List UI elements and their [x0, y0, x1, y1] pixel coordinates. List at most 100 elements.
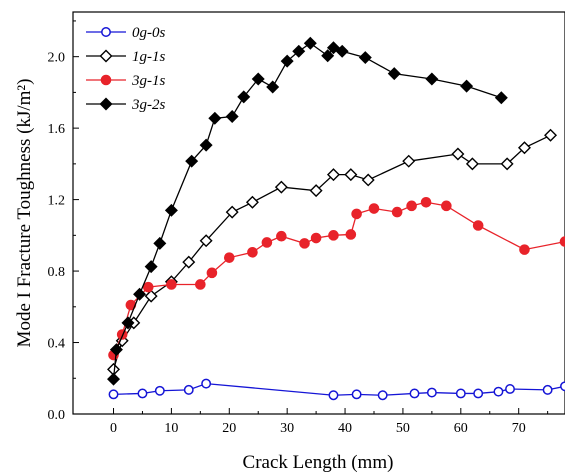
data-point [206, 267, 218, 279]
data-point [183, 384, 194, 395]
data-point [406, 200, 417, 212]
legend-label: 1g-1s [132, 49, 165, 65]
data-point [451, 147, 465, 161]
x-tick-label: 10 [164, 421, 178, 436]
data-point [166, 279, 177, 290]
plot-frame [72, 11, 565, 415]
series-layer [107, 36, 565, 401]
x-tick-label: 60 [454, 421, 468, 436]
data-point [335, 44, 349, 58]
data-point [133, 287, 147, 301]
data-point [195, 279, 206, 290]
data-point [101, 27, 111, 37]
data-point [544, 128, 558, 142]
data-point [251, 72, 265, 86]
data-point [164, 203, 178, 217]
data-point [402, 154, 416, 168]
data-point [328, 230, 339, 241]
x-tick-label: 70 [512, 421, 526, 436]
data-point [137, 388, 148, 399]
data-point [542, 384, 553, 395]
x-tick-label: 20 [222, 421, 236, 436]
data-point [345, 229, 357, 240]
data-point [99, 97, 113, 111]
legend-item-0g-0s: 0g-0s [86, 25, 165, 41]
data-point [377, 390, 388, 401]
data-point [351, 389, 362, 400]
legend: 0g-0s 1g-1s 3g-1s 3g-2s [86, 25, 165, 113]
data-point [247, 247, 258, 258]
data-point [182, 255, 196, 269]
y-tick-label: 0.4 [48, 337, 66, 352]
data-point [344, 168, 358, 182]
data-point [472, 220, 484, 231]
y-tick-label: 1.2 [48, 194, 66, 209]
series-3g-1s [108, 196, 565, 361]
data-point [276, 230, 287, 242]
series-3g-2s [107, 36, 508, 386]
data-point [274, 180, 288, 194]
x-tick-label: 40 [338, 421, 352, 436]
data-point [154, 385, 165, 396]
y-tick-label: 0.0 [48, 408, 66, 423]
legend-label: 3g-2s [131, 97, 165, 113]
y-tick-label: 0.8 [48, 265, 66, 280]
data-point [201, 378, 212, 389]
legend-item-1g-1s: 1g-1s [86, 49, 165, 65]
data-point [108, 389, 119, 400]
axes-layer: 0 10 20 30 40 50 60 70 0.0 0.4 0.8 1.2 1.6 2.0 [48, 20, 549, 436]
data-point [153, 236, 167, 250]
data-point [465, 157, 479, 171]
data-point [266, 80, 280, 94]
data-point [387, 67, 401, 81]
data-point [409, 388, 420, 399]
data-point [185, 154, 199, 168]
y-axis-label: Mode I Fracture Toughness (kJ/m²) [14, 79, 35, 348]
data-point [299, 238, 310, 249]
x-tick-label: 0 [110, 421, 117, 436]
legend-item-3g-2s: 3g-2s [86, 97, 165, 113]
legend-label: 3g-1s [131, 73, 165, 89]
data-point [99, 49, 113, 63]
data-point [144, 289, 158, 303]
x-tick-label: 30 [280, 421, 294, 436]
data-point [109, 343, 123, 357]
data-point [199, 234, 213, 248]
data-point [559, 236, 565, 247]
data-point [292, 44, 306, 58]
series-0g-0s [108, 378, 565, 401]
data-point [368, 203, 380, 214]
data-point [560, 381, 565, 392]
data-point [328, 390, 339, 401]
data-point [420, 196, 432, 208]
data-point [208, 111, 222, 125]
data-point [460, 79, 474, 93]
y-tick-label: 1.6 [48, 122, 66, 137]
data-point [425, 72, 439, 86]
data-point [225, 110, 239, 124]
data-point [261, 237, 273, 248]
data-point [500, 157, 514, 171]
data-point [517, 141, 531, 155]
legend-label: 0g-0s [132, 25, 165, 41]
data-point [223, 252, 235, 263]
data-point [351, 208, 362, 220]
data-point [225, 205, 239, 219]
plot-border [72, 11, 565, 415]
data-point [142, 281, 154, 293]
data-point [358, 51, 372, 65]
data-point [245, 195, 259, 209]
data-point [326, 41, 340, 55]
series-line [112, 201, 565, 356]
data-point [199, 138, 213, 152]
data-point [237, 90, 251, 104]
data-point [107, 372, 121, 386]
data-point [310, 232, 322, 244]
data-point [321, 49, 335, 63]
data-point [391, 206, 403, 218]
x-axis-label: Crack Length (mm) [243, 452, 394, 473]
data-point [426, 387, 437, 398]
data-point [303, 36, 317, 50]
data-point [144, 260, 158, 274]
